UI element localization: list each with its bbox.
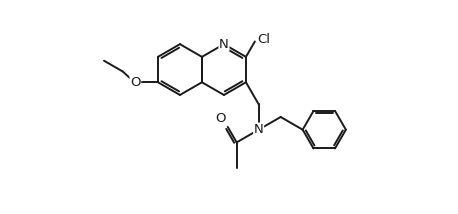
Text: O: O xyxy=(130,76,141,89)
Text: N: N xyxy=(254,123,263,136)
Text: O: O xyxy=(216,112,226,125)
Text: N: N xyxy=(219,38,229,51)
Text: Cl: Cl xyxy=(257,33,270,46)
